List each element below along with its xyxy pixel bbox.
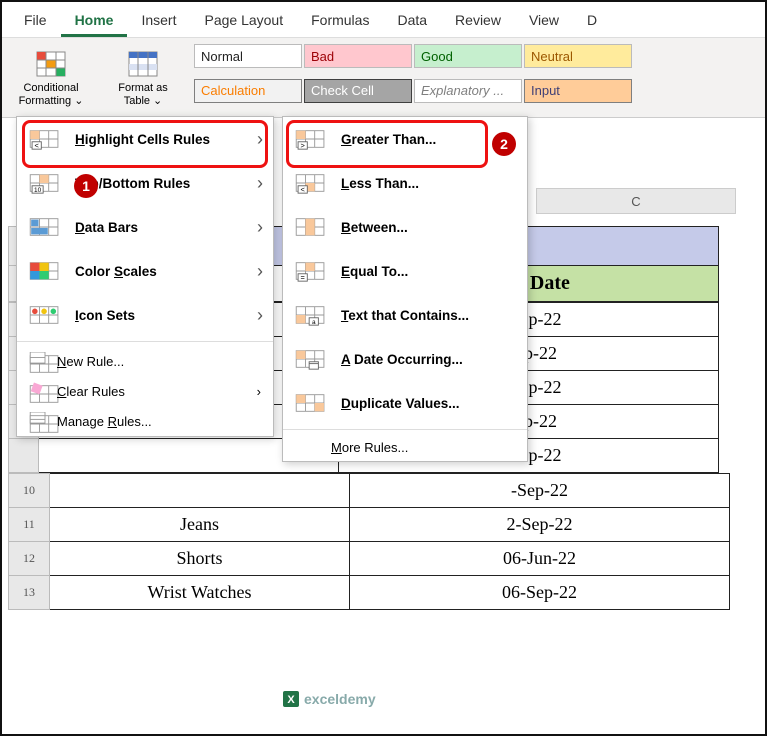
ribbon-tab-file[interactable]: File bbox=[10, 6, 61, 37]
row-header[interactable]: 10 bbox=[9, 474, 50, 508]
cell[interactable]: 06-Jun-22 bbox=[350, 542, 730, 576]
conditional-formatting-label: Conditional Formatting ⌄ bbox=[16, 82, 86, 107]
menu-label: Color Scales bbox=[75, 264, 261, 279]
svg-text:>: > bbox=[301, 141, 305, 150]
ribbon-tabs: FileHomeInsertPage LayoutFormulasDataRev… bbox=[2, 2, 765, 38]
db-icon bbox=[29, 215, 61, 239]
cs-icon bbox=[29, 259, 61, 283]
menu-item-duplicate-values---[interactable]: Duplicate Values... bbox=[283, 381, 527, 425]
menu-label: Less Than... bbox=[341, 176, 515, 191]
ribbon-tab-data[interactable]: Data bbox=[383, 6, 441, 37]
gt-icon: > bbox=[295, 127, 327, 151]
highlight-cells-rules-submenu: > Greater Than... < Less Than... Between... =… bbox=[282, 116, 528, 462]
bw-icon bbox=[295, 215, 327, 239]
menu-item-manage-rules---[interactable]: Manage Rules... bbox=[17, 406, 273, 436]
menu-item-a-date-occurring---[interactable]: A Date Occurring... bbox=[283, 337, 527, 381]
menu-item-icon-sets[interactable]: Icon Sets bbox=[17, 293, 273, 337]
menu-item-data-bars[interactable]: Data Bars bbox=[17, 205, 273, 249]
format-as-table-label: Format as Table ⌄ bbox=[108, 82, 178, 107]
annotation-badge-2: 2 bbox=[492, 132, 516, 156]
cell[interactable]: Shorts bbox=[50, 542, 350, 576]
menu-label: Clear Rules bbox=[57, 384, 125, 399]
manage-icon bbox=[29, 412, 47, 430]
svg-text:a: a bbox=[312, 319, 316, 326]
column-header-c[interactable]: C bbox=[536, 188, 736, 214]
ribbon-content: Conditional Formatting ⌄ Format as Table… bbox=[2, 38, 765, 118]
ribbon-tab-view[interactable]: View bbox=[515, 6, 573, 37]
cell-style-checkcell[interactable]: Check Cell bbox=[304, 79, 412, 103]
lt-icon: < bbox=[295, 171, 327, 195]
clear-icon bbox=[29, 382, 47, 400]
ribbon-tab-review[interactable]: Review bbox=[441, 6, 515, 37]
svg-text:X: X bbox=[287, 694, 295, 706]
menu-item-greater-than---[interactable]: > Greater Than... bbox=[283, 117, 527, 161]
cell-styles-gallery[interactable]: NormalBadGoodNeutral CalculationCheck Cel… bbox=[194, 44, 632, 111]
svg-text:10: 10 bbox=[34, 187, 42, 194]
menu-item-color-scales[interactable]: Color Scales bbox=[17, 249, 273, 293]
cell[interactable]: 06-Sep-22 bbox=[350, 576, 730, 610]
menu-item-clear-rules[interactable]: Clear Rules› bbox=[17, 376, 273, 406]
dv-icon bbox=[295, 391, 327, 415]
ribbon-tab-page-layout[interactable]: Page Layout bbox=[190, 6, 297, 37]
cell-style-bad[interactable]: Bad bbox=[304, 44, 412, 68]
format-as-table-button[interactable]: Format as Table ⌄ bbox=[106, 46, 180, 109]
menu-item-text-that-contains---[interactable]: a Text that Contains... bbox=[283, 293, 527, 337]
is-icon bbox=[29, 303, 61, 327]
cell-style-explanatory[interactable]: Explanatory ... bbox=[414, 79, 522, 103]
new-icon bbox=[29, 352, 47, 370]
menu-label: Top/Bottom Rules bbox=[75, 176, 261, 191]
svg-text:=: = bbox=[301, 273, 305, 282]
row-header[interactable]: 12 bbox=[9, 542, 50, 576]
cell[interactable]: -Sep-22 bbox=[350, 474, 730, 508]
menu-item-new-rule---[interactable]: New Rule... bbox=[17, 346, 273, 376]
hcr-icon: < bbox=[29, 127, 61, 151]
watermark-icon: X bbox=[282, 690, 300, 708]
cell[interactable]: Wrist Watches bbox=[50, 576, 350, 610]
tc-icon: a bbox=[295, 303, 327, 327]
row-header[interactable]: 11 bbox=[9, 508, 50, 542]
menu-item-top-bottom-rules[interactable]: 10 Top/Bottom Rules bbox=[17, 161, 273, 205]
ribbon-tab-d[interactable]: D bbox=[573, 6, 611, 37]
ribbon-tab-home[interactable]: Home bbox=[61, 6, 128, 37]
annotation-badge-1: 1 bbox=[74, 174, 98, 198]
menu-label: Manage Rules... bbox=[57, 414, 152, 429]
svg-text:<: < bbox=[35, 141, 39, 150]
menu-label: Data Bars bbox=[75, 220, 261, 235]
ribbon-tab-formulas[interactable]: Formulas bbox=[297, 6, 383, 37]
menu-label: A Date Occurring... bbox=[341, 352, 515, 367]
menu-label: New Rule... bbox=[57, 354, 124, 369]
menu-item-between---[interactable]: Between... bbox=[283, 205, 527, 249]
menu-label: Icon Sets bbox=[75, 308, 261, 323]
menu-item-less-than---[interactable]: < Less Than... bbox=[283, 161, 527, 205]
menu-label: Between... bbox=[341, 220, 515, 235]
cell[interactable]: Jeans bbox=[50, 508, 350, 542]
cell-style-neutral[interactable]: Neutral bbox=[524, 44, 632, 68]
menu-label: Greater Than... bbox=[341, 132, 515, 147]
cell[interactable]: 2-Sep-22 bbox=[350, 508, 730, 542]
menu-item-highlight-cells-rules[interactable]: < Highlight Cells Rules bbox=[17, 117, 273, 161]
do-icon bbox=[295, 347, 327, 371]
conditional-formatting-icon bbox=[35, 48, 67, 80]
menu-label: Duplicate Values... bbox=[341, 396, 515, 411]
tbr-icon: 10 bbox=[29, 171, 61, 195]
cell-style-input[interactable]: Input bbox=[524, 79, 632, 103]
menu-label: Equal To... bbox=[341, 264, 515, 279]
menu-item-more-rules[interactable]: More Rules... bbox=[283, 434, 527, 461]
ribbon-tab-insert[interactable]: Insert bbox=[127, 6, 190, 37]
watermark: X exceldemy bbox=[282, 690, 376, 708]
conditional-formatting-button[interactable]: Conditional Formatting ⌄ bbox=[14, 46, 88, 109]
cell-style-calculation[interactable]: Calculation bbox=[194, 79, 302, 103]
cell-style-good[interactable]: Good bbox=[414, 44, 522, 68]
svg-text:<: < bbox=[301, 185, 305, 194]
cell-style-normal[interactable]: Normal bbox=[194, 44, 302, 68]
menu-label: Highlight Cells Rules bbox=[75, 132, 261, 147]
eq-icon: = bbox=[295, 259, 327, 283]
cell[interactable] bbox=[50, 474, 350, 508]
row-header[interactable]: 13 bbox=[9, 576, 50, 610]
menu-label: Text that Contains... bbox=[341, 308, 515, 323]
format-as-table-icon bbox=[127, 48, 159, 80]
conditional-formatting-menu: < Highlight Cells Rules 10 Top/Bottom Rules… bbox=[16, 116, 274, 437]
menu-item-equal-to---[interactable]: = Equal To... bbox=[283, 249, 527, 293]
row-header[interactable] bbox=[9, 439, 39, 473]
